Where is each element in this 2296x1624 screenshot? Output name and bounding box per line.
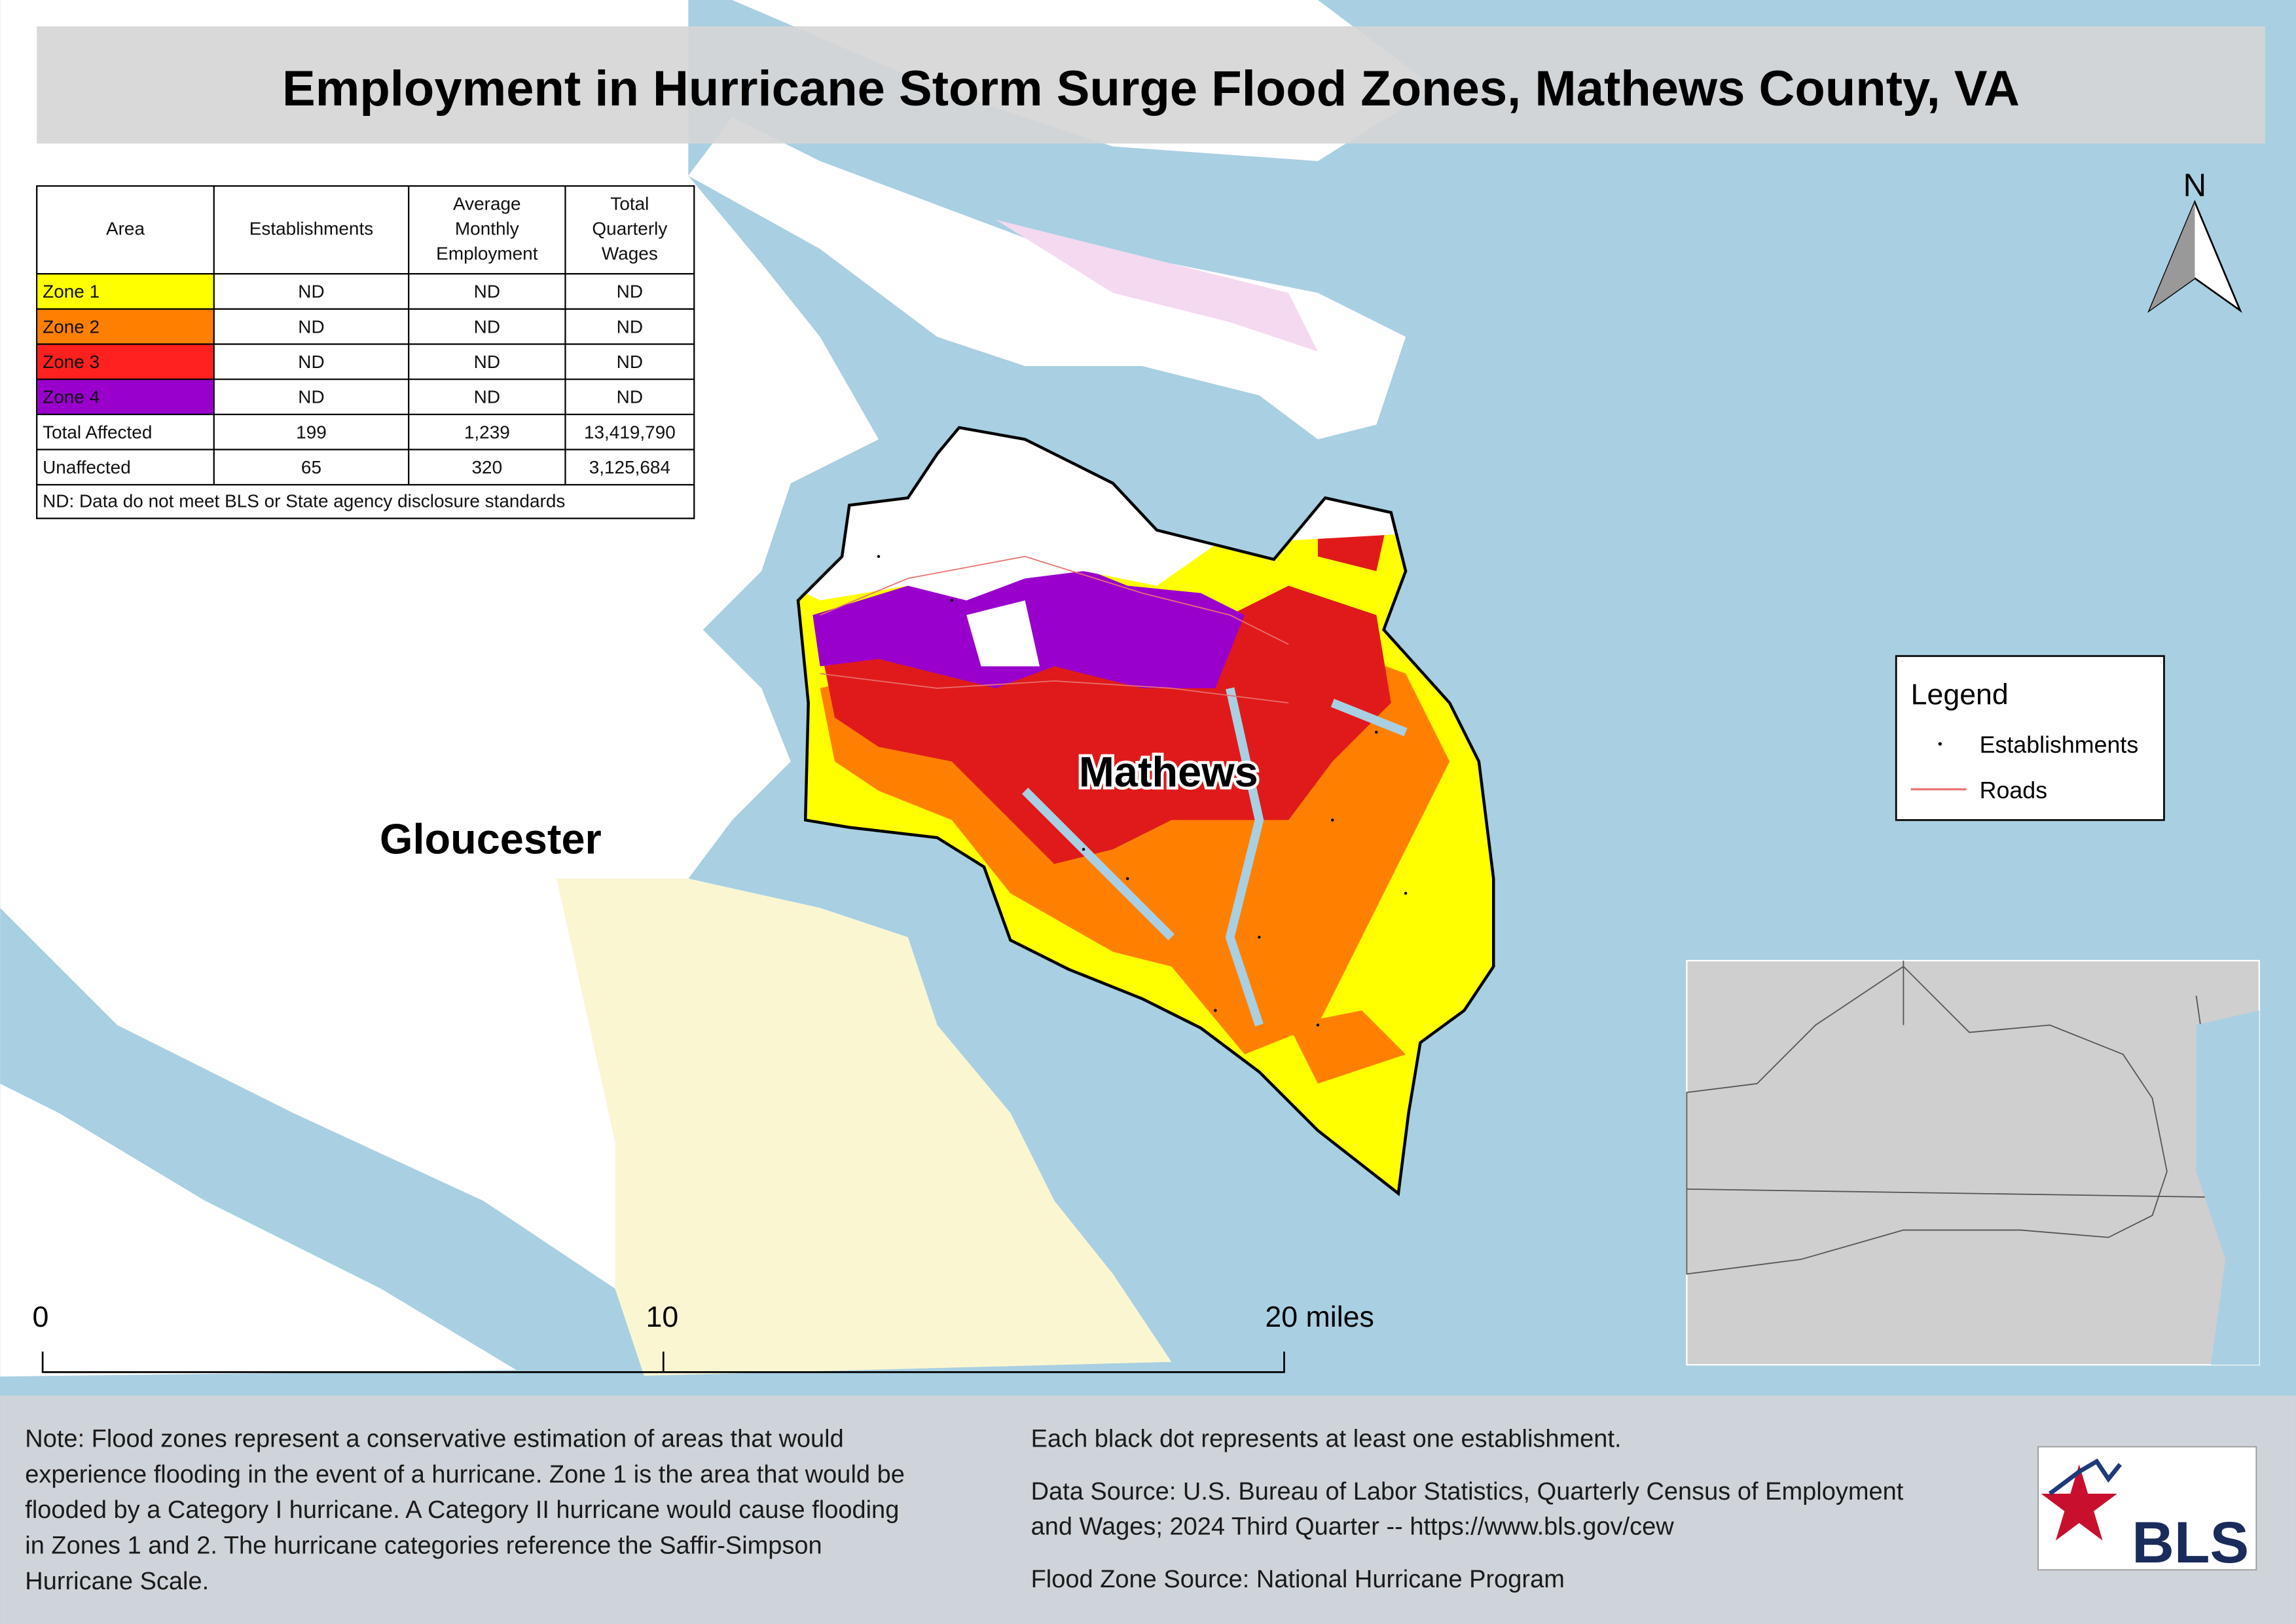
row-label: Total Affected bbox=[43, 422, 152, 442]
legend-title: Legend bbox=[1911, 679, 2009, 711]
table-header: Total bbox=[610, 193, 649, 213]
establishment-dot bbox=[1214, 1008, 1217, 1012]
establishment-dot bbox=[1125, 877, 1129, 880]
logo-text: BLS bbox=[2132, 1509, 2249, 1575]
establishment-dot bbox=[1082, 847, 1085, 851]
zone-swatch bbox=[37, 344, 214, 380]
zone-swatch bbox=[37, 308, 214, 344]
map-label: Mathews bbox=[1079, 748, 1258, 796]
establishment-dot bbox=[950, 599, 954, 602]
wetland-area bbox=[995, 219, 1318, 352]
table-cell: ND bbox=[617, 316, 643, 337]
establishments bbox=[877, 555, 1408, 1027]
table-cell: 65 bbox=[301, 457, 321, 477]
roads bbox=[820, 555, 1289, 704]
note-line: experience flooding in the event of a hu… bbox=[25, 1461, 905, 1488]
data-source: and Wages; 2024 Third Quarter -- https:/… bbox=[1031, 1513, 1675, 1541]
title-box bbox=[37, 26, 2265, 144]
inset-state-lines bbox=[1686, 965, 2168, 1275]
flood-zone-source: Flood Zone Source: National Hurricane Pr… bbox=[1031, 1566, 1565, 1593]
county-boundary bbox=[796, 426, 1495, 1196]
establishment-dot bbox=[877, 555, 881, 559]
establishment-dot bbox=[1375, 730, 1378, 734]
table-header: Monthly bbox=[455, 218, 519, 238]
table-cell: 320 bbox=[472, 457, 503, 477]
table-header: Wages bbox=[602, 243, 658, 263]
lowland-area bbox=[556, 878, 1172, 1377]
table-cell: ND bbox=[298, 282, 324, 302]
table-cell: ND bbox=[298, 316, 324, 337]
title: Employment in Hurricane Storm Surge Floo… bbox=[282, 61, 2020, 117]
logo-star bbox=[2041, 1464, 2117, 1541]
data-source: Data Source: U.S. Bureau of Labor Statis… bbox=[1031, 1478, 1904, 1505]
note-line: Hurricane Scale. bbox=[25, 1568, 209, 1595]
inset-map bbox=[1686, 959, 2260, 1366]
legend-item: Roads bbox=[1980, 777, 2047, 803]
legend-box bbox=[1895, 655, 2165, 821]
row-label: Unaffected bbox=[43, 457, 131, 477]
york-river bbox=[0, 908, 645, 1377]
table-cell: ND bbox=[298, 387, 324, 407]
table-cell: ND bbox=[474, 352, 500, 372]
zone-swatch bbox=[37, 379, 214, 415]
table-cell: ND bbox=[474, 387, 500, 407]
establishment-dot bbox=[1404, 891, 1408, 895]
row-label: Zone 1 bbox=[43, 282, 100, 302]
legend-symbol-dot bbox=[1938, 742, 1942, 746]
scale-label: 20 miles bbox=[1265, 1301, 1374, 1333]
north-arrow-shade bbox=[2149, 202, 2195, 311]
table-header: Quarterly bbox=[592, 218, 667, 238]
table-cell: ND bbox=[617, 352, 643, 372]
establishment-dot bbox=[1316, 1024, 1320, 1027]
table-header: Employment bbox=[436, 243, 538, 263]
establishment-dot bbox=[1258, 935, 1261, 939]
table-cell: ND bbox=[617, 387, 643, 407]
table-cell: ND bbox=[617, 282, 643, 302]
establishment-dot bbox=[1331, 819, 1334, 822]
table-footnote: ND: Data do not meet BLS or State agency… bbox=[43, 490, 565, 511]
row-label: Zone 4 bbox=[43, 387, 100, 407]
scale-bar bbox=[41, 1352, 1285, 1373]
data-table: Area Establishments Average Monthly Employme… bbox=[36, 185, 695, 519]
row-label: Zone 2 bbox=[43, 316, 100, 337]
inset-ocean bbox=[2196, 1010, 2259, 1365]
scale-label: 0 bbox=[32, 1301, 48, 1333]
middlesex-land bbox=[688, 117, 1406, 439]
footnote: Note: Flood zones represent a conservati… bbox=[25, 1425, 905, 1595]
zone-swatch bbox=[37, 274, 214, 309]
footer-panel bbox=[0, 1395, 2296, 1624]
table-cell: 3,125,684 bbox=[589, 457, 670, 477]
note-line: in Zones 1 and 2. The hurricane categori… bbox=[25, 1532, 822, 1559]
creeks bbox=[1021, 687, 1408, 1027]
legend-item: Establishments bbox=[1980, 731, 2139, 758]
table-cell: ND bbox=[474, 316, 500, 337]
row-label: Zone 3 bbox=[43, 352, 100, 372]
table-cell: 13,419,790 bbox=[584, 422, 676, 442]
logo-line bbox=[2049, 1458, 2122, 1496]
table-header: Establishments bbox=[249, 218, 373, 238]
table-cell: 1,239 bbox=[464, 422, 510, 442]
note-line: flooded by a Category I hurricane. A Cat… bbox=[25, 1496, 899, 1524]
note-line: Note: Flood zones represent a conservati… bbox=[25, 1425, 843, 1452]
dots-note: Each black dot represents at least one e… bbox=[1031, 1425, 1622, 1452]
table-cell: 199 bbox=[296, 422, 327, 442]
table-cell: ND bbox=[474, 282, 500, 302]
table-header: Average bbox=[453, 193, 521, 213]
map-label: Gloucester bbox=[380, 815, 602, 863]
table-header: Area bbox=[106, 218, 145, 238]
scale-label: 10 bbox=[646, 1301, 678, 1333]
table-cell: ND bbox=[298, 352, 324, 372]
unaffected-area bbox=[966, 600, 1040, 667]
north-label: N bbox=[2183, 168, 2207, 204]
